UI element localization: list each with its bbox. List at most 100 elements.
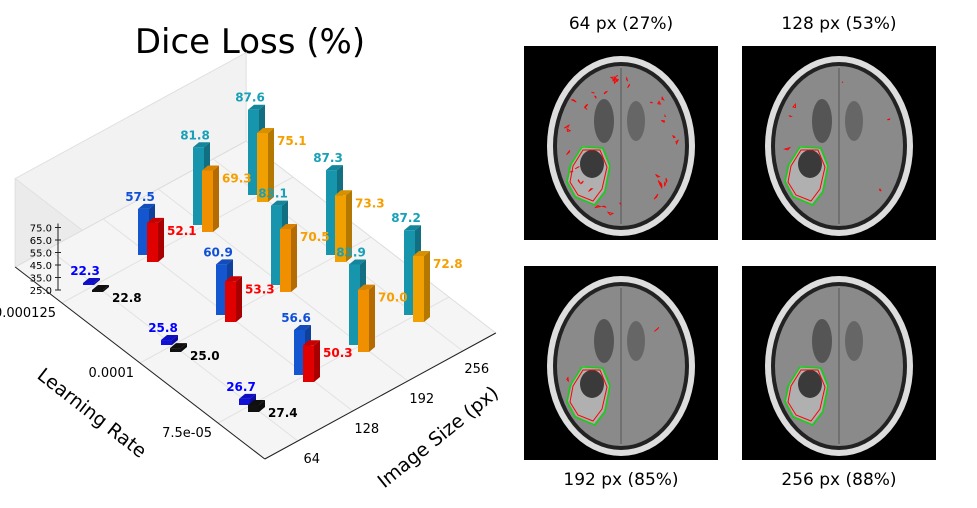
bar-top	[413, 250, 430, 256]
ventricle	[594, 99, 614, 143]
bar-front	[248, 109, 259, 195]
bar	[147, 217, 164, 262]
bar-top	[280, 223, 297, 229]
mri-panel-192	[524, 266, 718, 460]
bar-value-label: 87.2	[391, 211, 421, 225]
mri-panel-128	[742, 46, 936, 240]
z-tick-label: 45.0	[30, 261, 52, 272]
bar-value-label: 25.8	[148, 321, 178, 335]
tumor-core	[580, 370, 604, 398]
bar-top	[239, 393, 256, 399]
false-positive-contour	[661, 120, 666, 124]
z-tick-label: 65.0	[30, 236, 52, 247]
false-positive-contour	[619, 202, 622, 206]
false-positive-contour	[665, 177, 668, 183]
bar-value-label: 27.4	[268, 406, 298, 420]
bar-side	[213, 165, 219, 232]
z-tick-label: 35.0	[30, 274, 52, 285]
bar-value-label: 22.3	[70, 264, 100, 278]
bar-value-label: 53.3	[245, 282, 275, 296]
false-positive-contour	[788, 115, 793, 118]
prediction-contour	[569, 149, 608, 202]
bar-side	[181, 343, 187, 352]
ground-truth-contour	[566, 366, 611, 426]
bar-top	[257, 127, 274, 133]
bar-top	[294, 325, 311, 331]
false-positive-contour	[566, 127, 572, 132]
panel-caption: 64 px (27%)	[568, 14, 674, 34]
bar	[225, 276, 242, 322]
bar	[92, 285, 109, 292]
mri-panel-64	[524, 46, 718, 240]
bar-side	[94, 278, 100, 285]
bar-side	[268, 127, 274, 202]
false-positive-contour	[672, 135, 676, 139]
false-positive-contour	[627, 83, 630, 89]
bar	[170, 343, 187, 352]
x-axis-label: Image Size (px)	[374, 382, 503, 493]
false-positive-contour	[654, 327, 660, 332]
bar-top	[216, 259, 233, 265]
bar-value-label: 57.5	[125, 190, 155, 204]
bar	[161, 335, 178, 345]
bar3d-chart: 25.035.045.055.065.075.0641281922560.000…	[0, 51, 503, 493]
x-tick-label: 64	[304, 452, 321, 467]
false-positive-contour	[664, 113, 667, 117]
false-positive-contour	[649, 101, 653, 104]
false-positive-contour	[613, 77, 620, 82]
bar-top	[271, 200, 288, 206]
z-tick-label: 55.0	[30, 249, 52, 260]
false-positive-contour	[625, 76, 628, 82]
false-positive-contour	[591, 91, 595, 94]
x-tick-label: 256	[464, 362, 489, 377]
bar-side	[259, 399, 265, 412]
false-positive-contour	[615, 75, 619, 77]
bar-top	[193, 142, 210, 148]
false-positive-contour	[566, 150, 571, 155]
bar-value-label: 60.9	[203, 245, 233, 259]
grid-line	[139, 236, 372, 364]
ground-truth-contour	[566, 146, 611, 206]
bar-value-label: 75.1	[277, 134, 307, 148]
prediction-contour	[787, 149, 826, 202]
bar	[202, 165, 219, 232]
y-axis	[14, 266, 266, 460]
bar-top	[326, 165, 343, 171]
bar-value-label: 72.8	[433, 257, 463, 271]
false-positive-contour	[664, 181, 667, 187]
bar-front	[248, 404, 259, 412]
false-positive-contour	[653, 193, 659, 200]
false-positive-contour	[563, 124, 570, 129]
bar-front	[326, 170, 337, 255]
bar-value-label: 69.3	[222, 172, 252, 186]
false-positive-contour	[657, 100, 662, 105]
bar	[413, 250, 430, 322]
grid-line	[61, 176, 294, 304]
bar-side	[346, 190, 352, 262]
prediction-contour	[569, 369, 608, 422]
bar-front	[257, 132, 268, 202]
bar-value-label: 81.8	[180, 128, 210, 142]
bar	[358, 284, 375, 352]
false-positive-contour	[606, 211, 615, 216]
x-axis	[264, 332, 497, 460]
bar-side	[369, 284, 375, 352]
ventricle	[627, 101, 645, 141]
ventricle	[845, 321, 863, 361]
ground-truth-contour	[784, 146, 829, 206]
bar-front	[83, 283, 94, 285]
bar-front	[335, 195, 346, 262]
bar	[280, 223, 297, 292]
mri-panel-256	[742, 266, 936, 460]
bar-value-label: 83.9	[336, 246, 366, 260]
bar-top	[161, 335, 178, 341]
false-positive-contour	[580, 180, 584, 185]
bar-side	[424, 250, 430, 322]
bar-top	[170, 343, 187, 349]
bar-top	[404, 225, 421, 231]
bar-value-label: 70.0	[378, 291, 408, 305]
false-positive-contour	[601, 205, 607, 208]
ground-truth-contour	[784, 366, 829, 426]
false-positive-contour	[887, 118, 891, 121]
false-positive-contour	[569, 170, 574, 173]
